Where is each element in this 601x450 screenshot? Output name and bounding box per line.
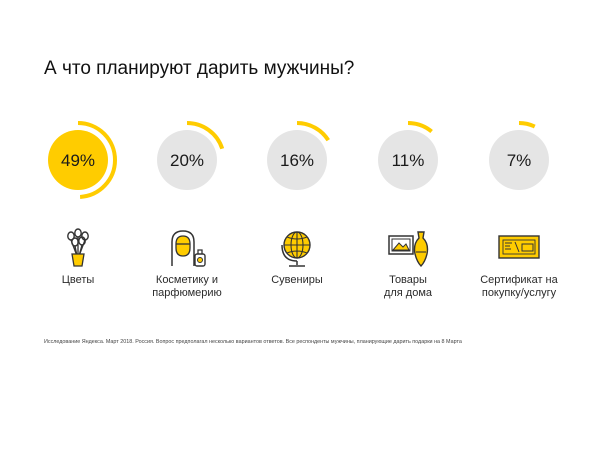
value-arc xyxy=(258,121,336,199)
value-circle xyxy=(157,130,217,190)
value-arc xyxy=(39,121,117,199)
category-label: Товары для дома xyxy=(383,274,433,299)
value-ring: 11% xyxy=(369,121,447,199)
value-label: 7% xyxy=(507,151,532,170)
value-label: 20% xyxy=(170,151,204,170)
value-arc xyxy=(148,121,226,199)
globe-icon xyxy=(281,231,311,267)
value-label: 16% xyxy=(280,151,314,170)
value-circle xyxy=(267,130,327,190)
value-circle xyxy=(489,130,549,190)
flowers-icon xyxy=(67,228,89,267)
value-ring: 20% xyxy=(148,121,226,199)
value-label: 49% xyxy=(61,151,95,170)
vase-picture-icon xyxy=(388,231,429,267)
cosmetics-icon xyxy=(171,230,206,267)
category-label: Цветы xyxy=(61,274,95,286)
category-label: Сертификат на покупку/услугу xyxy=(480,274,558,299)
value-label: 11% xyxy=(392,151,425,170)
category-label: Сувениры xyxy=(271,274,323,286)
value-arc xyxy=(480,121,558,199)
category-label: Косметику и парфюмерию xyxy=(152,274,222,299)
value-circle xyxy=(48,130,108,190)
value-ring: 16% xyxy=(258,121,336,199)
value-arc xyxy=(369,121,447,199)
value-circle xyxy=(378,130,438,190)
value-ring: 7% xyxy=(480,121,558,199)
value-ring: 49% xyxy=(39,121,117,199)
chart-title: А что планируют дарить мужчины? xyxy=(44,58,355,79)
certificate-icon xyxy=(498,235,540,259)
footnote: Исследование Яндекса. Март 2018. Россия.… xyxy=(44,339,462,345)
